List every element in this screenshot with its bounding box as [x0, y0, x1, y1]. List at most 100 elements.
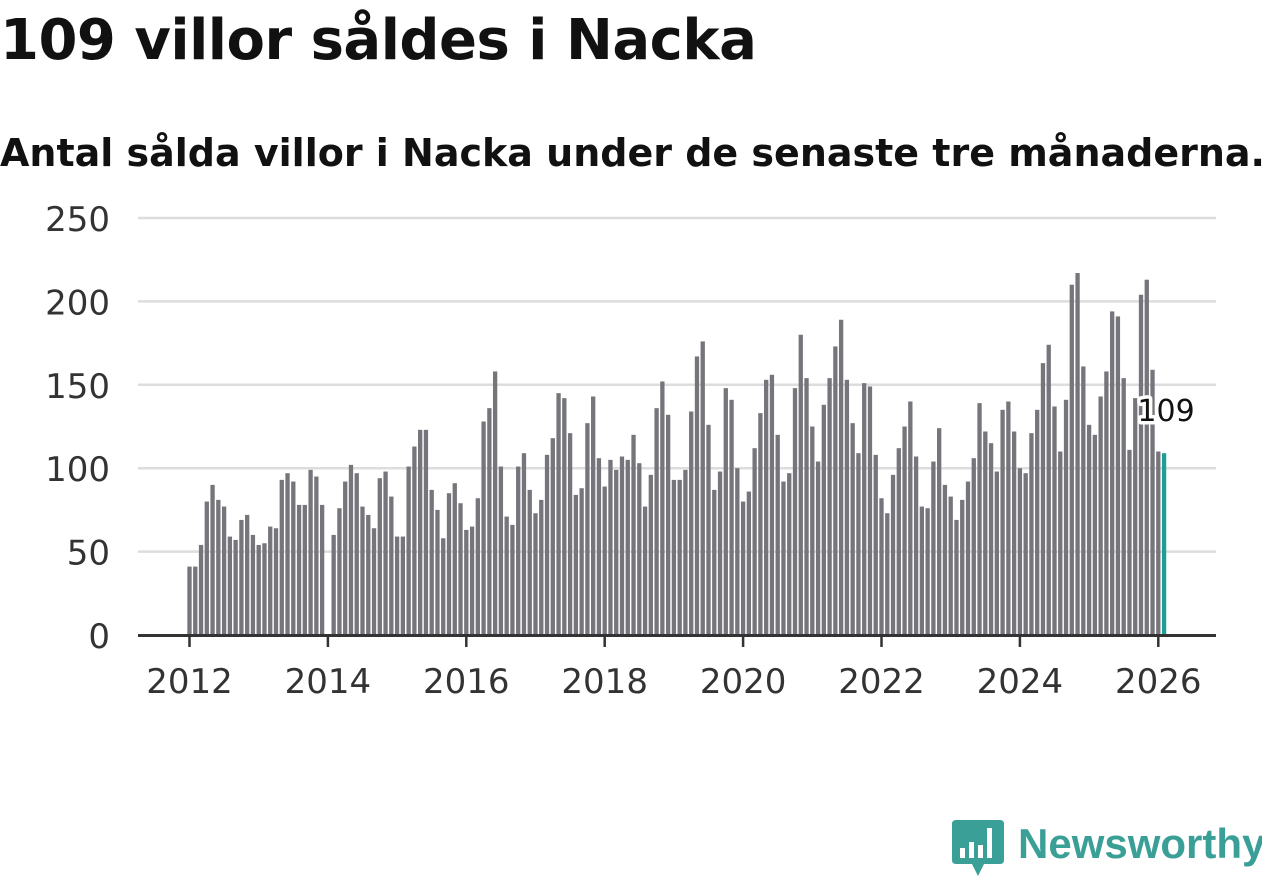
bar: [1023, 473, 1028, 635]
bar: [1110, 311, 1115, 635]
bar: [908, 401, 913, 635]
bar: [919, 506, 925, 635]
bar: [735, 468, 740, 635]
bar: [694, 356, 700, 635]
bar: [764, 379, 769, 635]
bar: [377, 478, 382, 635]
bar: [873, 454, 878, 635]
bar: [1121, 378, 1126, 635]
bar: [1075, 273, 1080, 635]
x-tick-label: 2016: [423, 662, 510, 702]
bar: [746, 491, 752, 635]
bar: [815, 461, 821, 635]
bar: [331, 534, 336, 635]
bar: [1081, 366, 1086, 635]
bars: [187, 273, 1167, 635]
bar: [1035, 409, 1040, 635]
bar: [1006, 401, 1011, 635]
bar: [446, 493, 452, 635]
x-tick-label: 2022: [838, 662, 925, 702]
bar: [227, 536, 233, 635]
bar: [360, 506, 365, 635]
bar: [994, 471, 999, 635]
bar: [256, 544, 261, 635]
bar: [394, 536, 400, 635]
bar: [890, 474, 896, 635]
bar: [279, 479, 284, 635]
bar: [885, 513, 890, 635]
bar: [619, 456, 625, 635]
bar: [527, 489, 532, 635]
bar: [567, 433, 573, 635]
newsworthy-logo-icon: [952, 820, 1004, 876]
bar: [729, 399, 734, 635]
bar: [740, 501, 746, 635]
bar: [187, 566, 192, 635]
bar: [573, 494, 579, 635]
bar: [469, 526, 475, 635]
bar: [867, 386, 873, 635]
y-axis-labels: 0 50 100 150 200 250: [45, 200, 110, 657]
bar: [654, 408, 659, 635]
bar: [937, 428, 942, 635]
bar: [971, 458, 976, 635]
bar: [781, 481, 786, 635]
bar: [239, 519, 244, 635]
bar: [965, 481, 971, 635]
bar: [706, 424, 711, 635]
latest-value-label: 109: [1137, 394, 1194, 429]
bar: [913, 456, 919, 635]
bar: [787, 473, 792, 635]
bar: [671, 479, 677, 635]
bar: [758, 413, 763, 635]
bar: [1058, 451, 1063, 635]
bar: [319, 504, 325, 635]
bar: [931, 461, 936, 635]
bar: [712, 489, 717, 635]
bar: [216, 499, 221, 635]
bar: [977, 403, 982, 635]
bar: [464, 529, 469, 635]
bar: [458, 503, 463, 635]
chart-title: 109 villor såldes i Nacka: [0, 8, 757, 73]
bar: [516, 466, 521, 635]
bar: [441, 538, 446, 635]
bar: [204, 501, 209, 635]
x-tick-label: 2012: [146, 662, 233, 702]
bar: [608, 459, 613, 635]
bar: [700, 341, 705, 635]
bar-chart: 0 50 100 150 200 250 2012 2014 2016 2018 2020 2022…: [45, 200, 1216, 702]
bar: [775, 434, 780, 635]
bar: [723, 388, 728, 635]
bar: [268, 526, 273, 635]
bar: [896, 448, 901, 635]
bar: [337, 508, 342, 635]
bar: [521, 453, 527, 635]
bar: [533, 513, 538, 635]
bar: [285, 473, 290, 635]
bar: [792, 388, 798, 635]
bar: [210, 484, 215, 635]
bar: [504, 516, 509, 635]
bar: [827, 378, 832, 635]
y-tick-label: 50: [67, 534, 110, 574]
bar: [348, 464, 354, 635]
bar: [314, 476, 319, 635]
bar: [879, 498, 884, 635]
bar: [250, 534, 256, 635]
bar: [475, 498, 480, 635]
bar: [625, 459, 630, 635]
x-axis: 2012 2014 2016 2018 2020 2022 2024 2026: [138, 634, 1216, 702]
bar: [637, 463, 642, 635]
bar: [683, 469, 688, 635]
bar: [366, 514, 371, 635]
bar: [769, 374, 775, 635]
bar: [1069, 284, 1074, 635]
bar: [245, 514, 250, 635]
bar: [302, 504, 307, 635]
x-tick-label: 2018: [561, 662, 648, 702]
bar: [821, 404, 826, 635]
bar: [291, 481, 296, 635]
bar: [1011, 431, 1017, 635]
bar: [902, 426, 907, 635]
